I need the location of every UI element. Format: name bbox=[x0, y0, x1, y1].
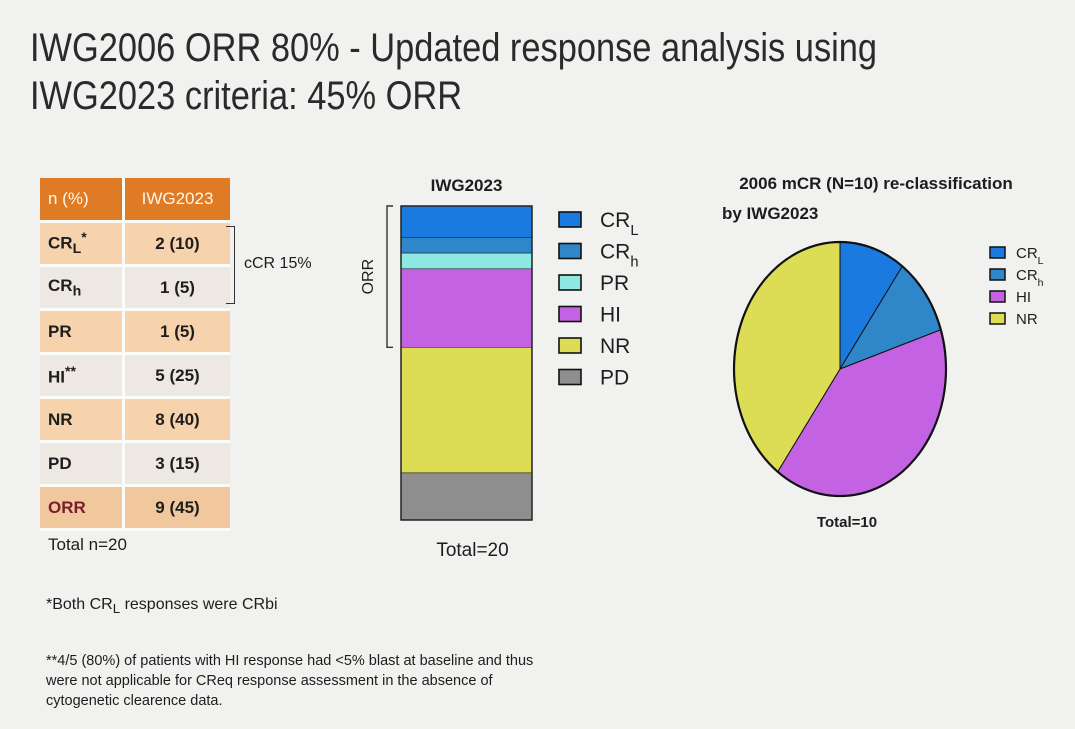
table-total: Total n=20 bbox=[48, 535, 127, 554]
orr-bracket bbox=[386, 205, 393, 348]
legend-label-PR: PR bbox=[600, 272, 629, 295]
header-iwg2023: IWG2023 bbox=[122, 178, 230, 223]
pie-legend-swatch-CRL bbox=[989, 246, 1006, 259]
row-label: CRL* bbox=[40, 221, 124, 267]
pie-legend-label-NR: NR bbox=[1016, 311, 1038, 328]
row-label: PR bbox=[40, 309, 124, 355]
header-n-percent: n (%) bbox=[40, 178, 124, 223]
legend-swatch-CRh bbox=[558, 242, 582, 260]
bar-outline bbox=[400, 205, 533, 521]
pie-chart: 2006 mCR (N=10) re-classification by IWG2… bbox=[722, 174, 1044, 531]
pie-legend-swatch-NR bbox=[989, 312, 1006, 325]
bar-x-label: Total=20 bbox=[436, 540, 508, 561]
bar-segment-PD bbox=[400, 472, 533, 521]
legend-label-NR: NR bbox=[600, 335, 630, 358]
legend-swatch-NR bbox=[558, 337, 582, 354]
bar-y-label: ORR bbox=[360, 259, 377, 295]
bar-segment-NR bbox=[400, 346, 533, 474]
bar-segment-CRh bbox=[400, 237, 533, 254]
title-line-2: IWG2023 criteria: 45% ORR bbox=[30, 74, 463, 118]
row-value: 3 (15) bbox=[122, 441, 230, 487]
footnote-1: *Both CRL responses were CRbi bbox=[46, 596, 278, 617]
pie-legend-label-CRL: CRL bbox=[1016, 245, 1044, 267]
row-value: 9 (45) bbox=[122, 485, 230, 531]
legend-label-CRL: CRL bbox=[600, 209, 639, 239]
row-label: NR bbox=[40, 397, 124, 443]
bar-segment-HI bbox=[400, 268, 533, 348]
pie-title-line-1: 2006 mCR (N=10) re-classification bbox=[739, 174, 1013, 193]
row-label: PD bbox=[40, 441, 124, 487]
bar-segment-CRL bbox=[400, 205, 533, 238]
table-row: PR 1 (5) bbox=[40, 309, 230, 355]
table-row: PD 3 (15) bbox=[40, 441, 230, 487]
row-label: ORR bbox=[40, 485, 124, 531]
bar-chart-title: IWG2023 bbox=[431, 176, 503, 195]
ccr-label: cCR 15% bbox=[244, 255, 312, 272]
slide-title: IWG2006 ORR 80% - Updated response analy… bbox=[30, 24, 890, 120]
pie-legend-swatch-CRh bbox=[989, 268, 1006, 281]
table-row: NR 8 (40) bbox=[40, 397, 230, 443]
title-line-1: IWG2006 ORR 80% - Updated response analy… bbox=[30, 26, 878, 70]
table-row-orr: ORR 9 (45) bbox=[40, 485, 230, 531]
legend-label-PD: PD bbox=[600, 367, 629, 390]
table-row: HI** 5 (25) bbox=[40, 353, 230, 399]
ccr-bracket bbox=[226, 226, 235, 304]
legend-swatch-PR bbox=[558, 274, 582, 291]
row-value: 2 (10) bbox=[122, 221, 230, 267]
legend-swatch-HI bbox=[558, 305, 582, 323]
legend-swatch-CRL bbox=[558, 211, 582, 228]
table-row: CRL* 2 (10) bbox=[40, 221, 230, 267]
legend-swatch-PD bbox=[558, 368, 582, 386]
bar-segment-PR bbox=[400, 252, 533, 270]
pie-x-label: Total=10 bbox=[817, 514, 877, 531]
row-label: CRh bbox=[40, 265, 124, 311]
row-value: 1 (5) bbox=[122, 309, 230, 355]
pie-legend-label-HI: HI bbox=[1016, 289, 1031, 306]
table-header-row: n (%) IWG2023 bbox=[40, 178, 230, 223]
pie-legend-label-CRh: CRh bbox=[1016, 267, 1044, 289]
row-label: HI** bbox=[40, 353, 124, 399]
pie-legend-swatch-HI bbox=[989, 290, 1006, 303]
response-table: n (%) IWG2023 CRL* 2 (10) CRh 1 (5) PR 1… bbox=[40, 178, 230, 531]
legend-label-CRh: CRh bbox=[600, 241, 639, 271]
row-value: 1 (5) bbox=[122, 265, 230, 311]
pie-title-line-2: by IWG2023 bbox=[722, 204, 818, 223]
pie-outline bbox=[732, 240, 948, 498]
row-value: 5 (25) bbox=[122, 353, 230, 399]
legend-label-HI: HI bbox=[600, 304, 621, 327]
footnote-2: **4/5 (80%) of patients with HI response… bbox=[46, 653, 534, 709]
table-row: CRh 1 (5) bbox=[40, 265, 230, 311]
row-value: 8 (40) bbox=[122, 397, 230, 443]
